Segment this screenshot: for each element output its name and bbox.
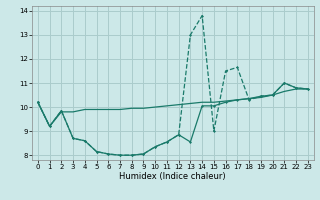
X-axis label: Humidex (Indice chaleur): Humidex (Indice chaleur) — [119, 172, 226, 181]
